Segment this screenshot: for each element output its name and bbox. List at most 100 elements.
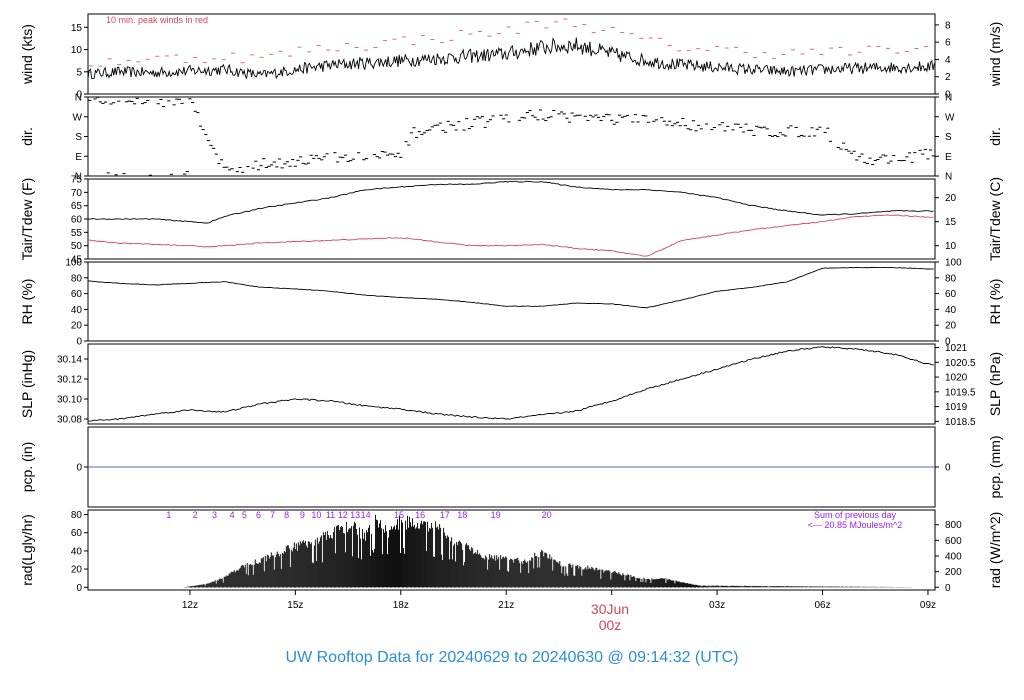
y-tick-label-left: 60 — [71, 528, 83, 539]
y-tick-label-left: W — [73, 112, 83, 123]
solar-hour-label: 14 — [361, 510, 371, 520]
y-axis-label-left: SLP (inHg) — [19, 350, 35, 418]
y-tick-label-right: 1019 — [945, 402, 968, 413]
solar-hour-label: 12 — [338, 510, 348, 520]
y-tick-label-right: 100 — [945, 258, 962, 269]
y-tick-label-left: 40 — [71, 546, 83, 557]
y-tick-label-right: N — [945, 172, 952, 183]
y-tick-label-left: 55 — [71, 228, 83, 239]
y-axis-label-right: wind (m/s) — [987, 22, 1003, 88]
solar-hour-label: 18 — [457, 510, 467, 520]
y-axis-label-right: RH (%) — [987, 279, 1003, 325]
y-tick-label-right: N — [945, 93, 952, 104]
y-tick-label-left: 30.12 — [57, 375, 82, 386]
y-axis-label-left: dir. — [19, 127, 35, 146]
y-tick-label-left: 20 — [71, 565, 83, 576]
series-line-1 — [87, 214, 934, 257]
date-marker: 30Jun 00z — [570, 601, 650, 633]
solar-hour-label: 7 — [270, 510, 275, 520]
y-tick-label-left: 10 — [71, 45, 83, 56]
y-tick-label-left: 100 — [65, 258, 82, 269]
y-tick-label-left: 30.10 — [57, 395, 82, 406]
y-tick-label-left: 0 — [76, 337, 82, 348]
y-tick-label-left: 30.08 — [57, 415, 82, 426]
x-tick-label: 03z — [709, 600, 725, 611]
x-tick-label: 18z — [393, 600, 409, 611]
y-tick-label-left: N — [75, 172, 82, 183]
x-tick-label: 12z — [182, 600, 198, 611]
y-tick-label-right: 2 — [945, 72, 951, 83]
y-tick-label-right: 0 — [945, 583, 951, 594]
y-tick-label-right: 1018.5 — [945, 417, 976, 428]
y-tick-label-right: 60 — [945, 289, 957, 300]
y-tick-label-right: W — [945, 112, 955, 123]
y-tick-label-left: 60 — [71, 289, 83, 300]
solar-hour-label: 6 — [256, 510, 261, 520]
y-axis-label-right: dir. — [987, 127, 1003, 146]
y-tick-label-right: 0 — [945, 90, 951, 101]
y-tick-label-left: 75 — [71, 175, 83, 186]
panel-frame — [87, 343, 936, 425]
solar-hour-label: 8 — [284, 510, 289, 520]
y-tick-label-left: 70 — [71, 188, 83, 199]
series-line-0 — [87, 346, 934, 422]
y-tick-label-right: 0 — [945, 463, 951, 474]
panel-frame — [87, 261, 936, 342]
y-tick-label-right: 1020.5 — [945, 358, 976, 369]
y-tick-label-left: 0 — [76, 463, 82, 474]
y-axis-label-left: Tair/Tdew (F) — [19, 178, 35, 260]
y-tick-label-right: 8 — [945, 20, 951, 31]
solar-hour-label: 4 — [230, 510, 235, 520]
y-tick-label-left: 5 — [76, 67, 82, 78]
y-tick-label-right: 0 — [945, 337, 951, 348]
solar-hour-label: 16 — [415, 510, 425, 520]
panel-rad — [84, 509, 939, 591]
series-line-0 — [87, 266, 934, 309]
radiation-annotation: <--- 20.85 MJoules/m^2 — [808, 520, 903, 530]
solar-hour-label: 17 — [440, 510, 450, 520]
date-marker-date: 30Jun — [590, 601, 630, 617]
solar-hour-label: 19 — [491, 510, 501, 520]
x-tick-label: 06z — [814, 600, 830, 611]
y-tick-label-right: S — [945, 132, 952, 143]
panel-pcp — [84, 426, 939, 508]
solar-hour-label: 15 — [394, 510, 404, 520]
solar-hour-label: 9 — [300, 510, 305, 520]
y-tick-label-left: E — [75, 152, 82, 163]
y-tick-label-right: 1021 — [945, 343, 968, 354]
y-tick-label-right: 1019.5 — [945, 387, 976, 398]
y-tick-label-left: 15 — [71, 23, 83, 34]
y-tick-label-right: 600 — [945, 536, 962, 547]
solar-hour-label: 2 — [193, 510, 198, 520]
solar-hour-label: 3 — [212, 510, 217, 520]
x-tick-label: 21z — [498, 600, 514, 611]
solar-hour-label: 11 — [326, 510, 335, 520]
y-tick-label-left: 20 — [71, 321, 83, 332]
series-line-0 — [87, 37, 935, 80]
panel-slp — [84, 343, 939, 425]
y-tick-label-right: 400 — [945, 551, 962, 562]
y-tick-label-right: 80 — [945, 273, 957, 284]
wind-annotation: 10 min. peak winds in red — [106, 15, 208, 25]
panel-wind — [84, 13, 939, 95]
y-tick-label-left: 80 — [71, 510, 83, 521]
y-axis-label-left: pcp. (in) — [19, 442, 35, 493]
y-tick-label-right: 200 — [945, 567, 962, 578]
y-tick-label-left: 0 — [76, 583, 82, 594]
radiation-annotation: Sum of previous day — [814, 510, 897, 520]
panel-frame — [87, 509, 936, 591]
y-tick-label-right: 4 — [945, 55, 951, 66]
y-tick-label-left: 80 — [71, 273, 83, 284]
solar-hour-label: 13 — [350, 510, 360, 520]
y-tick-label-left: 50 — [71, 241, 83, 252]
solar-hour-label: 10 — [311, 510, 321, 520]
y-axis-label-right: pcp. (mm) — [987, 436, 1003, 499]
y-tick-label-left: 0 — [76, 90, 82, 101]
solar-hour-label: 1 — [166, 510, 171, 520]
y-axis-label-right: Tair/Tdew (C) — [987, 177, 1003, 261]
panel-frame — [87, 178, 936, 260]
solar-hour-label: 5 — [242, 510, 247, 520]
x-tick-label: 15z — [287, 600, 303, 611]
y-axis-label-left: wind (kts) — [19, 24, 35, 85]
